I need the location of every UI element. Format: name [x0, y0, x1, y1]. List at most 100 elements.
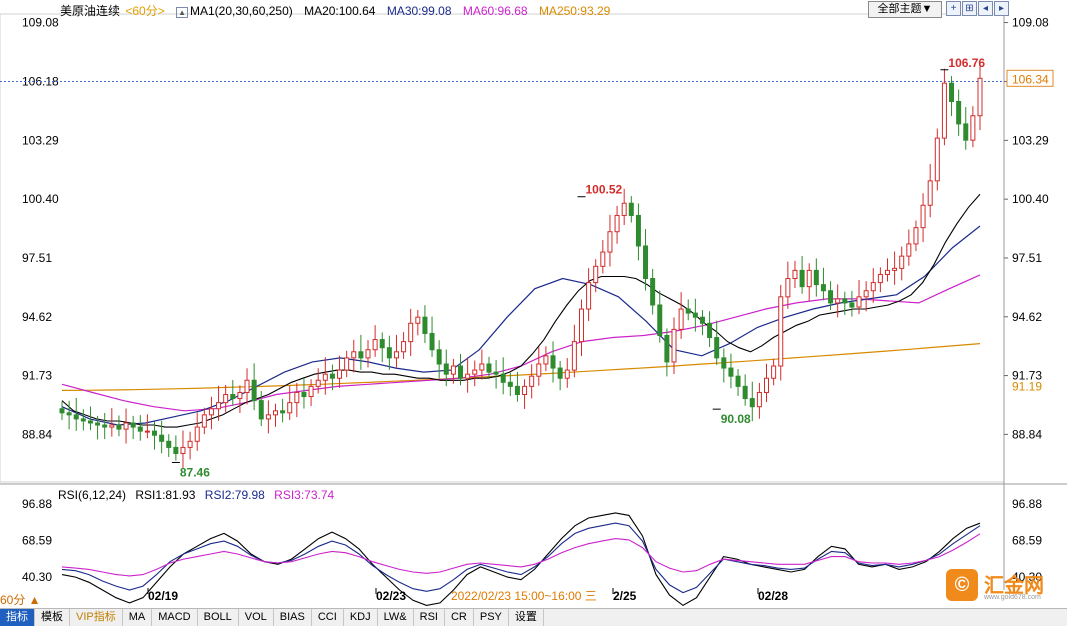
rsi-tick-right: 96.88: [1012, 497, 1042, 511]
candle: [899, 255, 905, 269]
tab-2[interactable]: VIP指标: [70, 609, 123, 626]
ma30-value: MA30:99.08: [386, 4, 452, 18]
candle: [351, 351, 357, 359]
candle: [949, 82, 955, 102]
tab-9[interactable]: KDJ: [344, 609, 378, 626]
candle: [522, 385, 528, 396]
y-tick-right: 109.08: [1012, 16, 1049, 30]
candle: [920, 204, 926, 229]
candle: [749, 398, 755, 408]
tab-3[interactable]: MA: [123, 609, 153, 626]
candle: [771, 365, 777, 379]
candle: [635, 214, 641, 247]
candle: [415, 316, 421, 324]
tab-6[interactable]: VOL: [239, 609, 274, 626]
logo-name: 汇金网: [984, 575, 1044, 597]
candle: [906, 243, 912, 257]
candle: [443, 363, 449, 375]
rsi-tick-left: 68.59: [22, 533, 52, 547]
candle: [166, 440, 172, 448]
candle: [130, 422, 136, 428]
candle: [144, 430, 150, 433]
rsi1-value: RSI1:81.93: [135, 488, 196, 502]
prev-icon[interactable]: ◂: [978, 1, 993, 16]
candle: [692, 312, 698, 318]
candle: [201, 414, 207, 428]
candle: [265, 414, 271, 420]
candle: [450, 365, 456, 375]
period-selector[interactable]: 60分 ▲: [0, 593, 41, 607]
candle: [486, 363, 492, 373]
candle: [557, 367, 563, 379]
tab-1[interactable]: 模板: [35, 609, 70, 626]
zoom-in-icon[interactable]: ⊞: [962, 1, 977, 16]
candle: [543, 355, 549, 365]
candle: [187, 440, 193, 448]
tab-13[interactable]: PSY: [474, 609, 509, 626]
candle: [650, 278, 656, 306]
tab-7[interactable]: BIAS: [274, 609, 312, 626]
candle: [329, 373, 335, 379]
candle: [835, 298, 841, 304]
candle: [280, 410, 286, 414]
candle: [685, 308, 691, 314]
y-tick-left: 103.29: [22, 133, 59, 147]
candle: [308, 385, 314, 398]
candle: [813, 269, 819, 286]
ma250-line: [61, 343, 981, 391]
symbol-name: 美原油连续: [60, 4, 121, 18]
candle: [73, 414, 79, 420]
candle: [849, 302, 855, 308]
rsi-line-rsi1: [61, 512, 981, 607]
tab-5[interactable]: BOLL: [198, 609, 239, 626]
candle: [479, 363, 485, 371]
candle: [735, 375, 741, 387]
candle: [87, 420, 93, 424]
candle: [564, 369, 570, 379]
candle: [152, 430, 158, 436]
y-tick-right: 97.51: [1012, 251, 1042, 265]
candle: [223, 394, 229, 404]
candle: [699, 316, 705, 324]
price-annotation: 90.08: [721, 412, 751, 426]
candle: [272, 410, 278, 416]
tab-12[interactable]: CR: [445, 609, 474, 626]
candle: [550, 355, 556, 369]
candle: [465, 373, 471, 379]
tab-4[interactable]: MACD: [152, 609, 198, 626]
candle: [109, 424, 115, 428]
period-label[interactable]: <60分>: [125, 4, 165, 18]
tab-14[interactable]: 设置: [509, 609, 544, 626]
candle: [856, 296, 862, 308]
grid-icon[interactable]: +: [946, 1, 961, 16]
tab-0[interactable]: 指标: [0, 609, 35, 626]
y-tick-right: 103.29: [1012, 133, 1049, 147]
candle: [721, 357, 727, 369]
candle: [614, 214, 620, 233]
candle: [379, 339, 385, 349]
candle: [671, 328, 677, 363]
candle: [977, 77, 983, 117]
candle: [393, 351, 399, 359]
tab-10[interactable]: LW&: [378, 609, 414, 626]
next-icon[interactable]: ▸: [994, 1, 1009, 16]
ma30-line: [61, 225, 981, 426]
rsi-tick-right: 68.59: [1012, 533, 1042, 547]
candle: [664, 334, 670, 363]
y-tick-left: 109.08: [22, 16, 59, 30]
tab-8[interactable]: CCI: [312, 609, 344, 626]
ma60-line: [61, 274, 981, 412]
candle: [764, 377, 770, 393]
ma-indicator-label: ▲ MA1(20,30,60,250): [176, 4, 293, 18]
theme-dropdown[interactable]: 全部主题▼: [868, 1, 942, 18]
candle: [429, 332, 435, 351]
ma250-value: MA250:93.29: [538, 4, 611, 18]
rsi3-value: RSI3:73.74: [274, 488, 335, 502]
rsi2-value: RSI2:79.98: [204, 488, 265, 502]
tab-11[interactable]: RSI: [414, 609, 445, 626]
candle: [514, 385, 520, 396]
candle: [251, 379, 257, 402]
candle: [59, 408, 65, 414]
candle: [216, 402, 222, 410]
